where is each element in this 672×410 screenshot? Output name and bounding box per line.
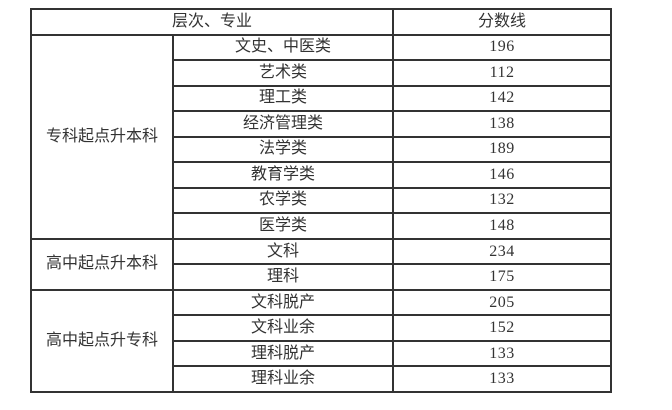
major-cell: 医学类 (171, 212, 395, 240)
major-cell: 法学类 (171, 135, 395, 164)
score-cell: 146 (392, 161, 613, 189)
table-row: 理科 175 (31, 263, 613, 291)
major-cell: 理科业余 (171, 365, 395, 393)
score-cell: 133 (392, 365, 613, 393)
table-row: 文科业余 152 (31, 314, 613, 342)
score-cell: 234 (392, 237, 613, 266)
major-cell: 文科业余 (171, 314, 395, 342)
table-row: 医学类 148 (31, 212, 613, 240)
score-cell: 138 (392, 110, 613, 138)
major-cell: 文科 (171, 237, 395, 266)
table-row: 经济管理类 138 (31, 110, 613, 138)
table-row: 艺术类 112 (31, 59, 613, 87)
major-cell: 理科脱产 (171, 339, 395, 368)
score-cell: 112 (392, 59, 613, 87)
table-row: 农学类 132 (31, 186, 613, 215)
major-cell: 文科脱产 (171, 288, 395, 317)
score-cell: 175 (392, 263, 613, 291)
table-row: 法学类 189 (31, 135, 613, 164)
group-cell-zhuanke-to-benke: 专科起点升本科 (30, 33, 174, 240)
major-cell: 艺术类 (171, 59, 395, 87)
header-level-major: 层次、专业 (29, 8, 395, 36)
score-cell: 148 (392, 212, 613, 240)
score-cell: 133 (392, 339, 613, 368)
major-cell: 理科 (171, 263, 395, 291)
major-cell: 经济管理类 (171, 110, 395, 138)
score-cell: 132 (392, 186, 613, 215)
major-cell: 教育学类 (171, 161, 395, 189)
header-score-line: 分数线 (392, 8, 613, 36)
table-row: 高中起点升本科 文科 234 (30, 237, 613, 291)
major-cell: 理工类 (171, 84, 395, 113)
table-row: 教育学类 146 (31, 161, 613, 189)
score-cell: 196 (392, 33, 613, 62)
score-cell: 205 (392, 288, 613, 317)
major-cell: 农学类 (171, 186, 395, 215)
table-row: 专科起点升本科 文史、中医类 196 (30, 33, 613, 240)
score-table: 层次、专业 分数线 专科起点升本科 文史、中医类 196 艺术类 112 理工类… (29, 8, 613, 394)
score-cell: 189 (392, 135, 613, 164)
table-header-row: 层次、专业 分数线 (29, 8, 613, 36)
table-row: 高中起点升专科 文科脱产 205 (30, 288, 613, 394)
score-cell: 142 (392, 84, 613, 113)
major-cell: 文史、中医类 (171, 33, 395, 62)
score-cell: 152 (392, 314, 613, 342)
table-row: 理科业余 133 (31, 365, 613, 393)
group-cell-gaozhong-to-zhuanke: 高中起点升专科 (30, 288, 174, 394)
group-cell-gaozhong-to-benke: 高中起点升本科 (30, 237, 174, 291)
